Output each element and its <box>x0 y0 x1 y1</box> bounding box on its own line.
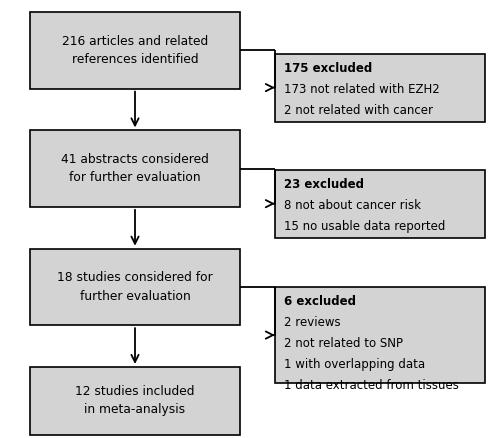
Text: 1 with overlapping data: 1 with overlapping data <box>284 358 425 371</box>
Bar <box>275 287 485 383</box>
Text: further evaluation: further evaluation <box>80 290 190 303</box>
Bar <box>275 53 485 121</box>
Text: 2 not related to SNP: 2 not related to SNP <box>284 337 403 350</box>
Text: for further evaluation: for further evaluation <box>69 171 201 184</box>
Bar <box>30 12 240 88</box>
Text: 23 excluded: 23 excluded <box>284 178 364 191</box>
Text: 2 not related with cancer: 2 not related with cancer <box>284 104 433 117</box>
Text: 175 excluded: 175 excluded <box>284 62 372 74</box>
Text: 173 not related with EZH2: 173 not related with EZH2 <box>284 82 440 95</box>
Text: 6 excluded: 6 excluded <box>284 295 356 308</box>
Bar <box>275 170 485 237</box>
Bar <box>30 367 240 434</box>
Text: references identified: references identified <box>72 53 198 66</box>
Text: 1 data extracted from tissues: 1 data extracted from tissues <box>284 379 459 392</box>
Text: 41 abstracts considered: 41 abstracts considered <box>61 153 209 166</box>
Text: 2 reviews: 2 reviews <box>284 316 341 329</box>
Bar <box>30 131 240 207</box>
Text: in meta-analysis: in meta-analysis <box>84 403 186 417</box>
Text: 18 studies considered for: 18 studies considered for <box>57 271 213 284</box>
Text: 8 not about cancer risk: 8 not about cancer risk <box>284 199 421 212</box>
Text: 12 studies included: 12 studies included <box>75 385 195 398</box>
Text: 216 articles and related: 216 articles and related <box>62 35 208 48</box>
Bar <box>30 249 240 325</box>
Text: 15 no usable data reported: 15 no usable data reported <box>284 220 446 233</box>
